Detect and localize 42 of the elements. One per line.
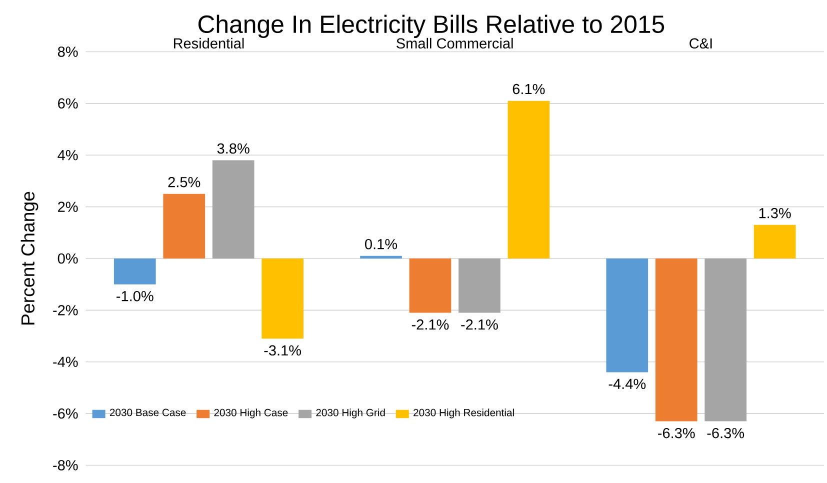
bar — [754, 224, 796, 259]
data-label: -2.1% — [461, 319, 498, 330]
legend-label: 2030 High Case — [214, 408, 288, 418]
bar — [606, 258, 648, 372]
data-label: 0.1% — [365, 239, 398, 250]
bar — [114, 258, 156, 284]
data-label: -2.1% — [412, 319, 449, 330]
x-tick-label: C&I — [690, 38, 712, 49]
bar — [409, 258, 452, 313]
legend-label: 2030 High Grid — [316, 408, 385, 418]
bar — [655, 258, 698, 422]
data-label: -4.4% — [608, 378, 646, 390]
x-tick-label: Residential — [174, 38, 244, 49]
y-tick-label: 2% — [58, 202, 78, 212]
y-tick-label: 4% — [58, 150, 78, 160]
y-tick-label: -4% — [53, 356, 78, 367]
data-label: 1.3% — [759, 208, 791, 218]
legend-label: 2030 Base Case — [110, 408, 186, 416]
data-label: -3.1% — [264, 345, 302, 356]
bar — [212, 160, 254, 259]
bar — [360, 256, 402, 259]
legend-label: 2030 High Residential — [414, 408, 514, 418]
data-label: 3.8% — [217, 143, 250, 154]
bar — [458, 258, 500, 313]
x-tick-label: Small Commercial — [396, 38, 513, 49]
chart-title: Change In Electricity Bills Relative to 2015 — [198, 14, 664, 38]
data-label: -1.0% — [116, 291, 154, 302]
data-label: 6.1% — [512, 84, 545, 94]
y-axis-title: Percent Change — [20, 192, 38, 324]
y-tick-label: 6% — [58, 98, 78, 109]
y-tick-label: -8% — [53, 460, 78, 470]
y-tick-label: 8% — [58, 46, 78, 57]
y-tick-label: -6% — [53, 408, 78, 419]
bar — [508, 100, 550, 259]
data-label: -6.3% — [707, 428, 744, 438]
bar — [163, 194, 206, 259]
y-tick-label: 0% — [58, 253, 78, 264]
data-label: -6.3% — [658, 428, 695, 438]
data-label: 2.5% — [168, 176, 200, 188]
y-tick-label: -2% — [53, 305, 78, 316]
bar — [704, 258, 747, 422]
bar — [262, 258, 304, 339]
